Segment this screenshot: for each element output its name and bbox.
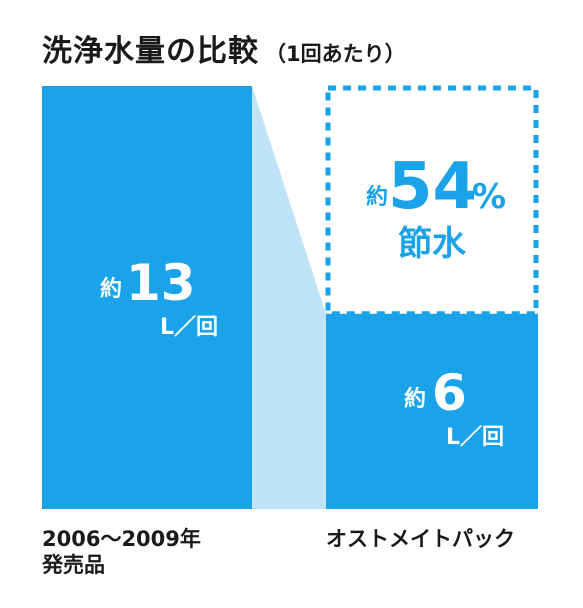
chart-title-main: 洗浄水量の比較	[42, 34, 259, 69]
category-label-old-model-line2: 発売品	[42, 553, 105, 577]
bar-label-old-model-prefix: 約	[100, 276, 122, 302]
savings-value: 54	[388, 150, 477, 224]
bar-label-ostomate-pack-value: 6	[432, 364, 467, 422]
savings-percent: %	[472, 177, 506, 217]
category-label-old-model: 2006〜2009年 発売品	[42, 526, 201, 578]
category-label-old-model-line1: 2006〜2009年	[42, 527, 201, 551]
savings-box	[325, 85, 539, 317]
chart-title-sub: （1回あたり）	[265, 42, 406, 66]
savings-text: 節水	[398, 224, 467, 264]
savings-prefix: 約	[366, 184, 388, 210]
bar-label-ostomate-pack-unit: L／回	[446, 425, 504, 450]
bar-label-ostomate-pack-prefix: 約	[404, 386, 426, 412]
chart-title: 洗浄水量の比較 （1回あたり）	[42, 26, 406, 70]
bar-connector	[252, 86, 326, 509]
bar-ostomate-pack	[326, 313, 538, 509]
category-label-ostomate-pack-line1: オストメイトパック	[326, 527, 515, 551]
bar-old-model	[42, 86, 252, 509]
category-label-ostomate-pack: オストメイトパック	[326, 526, 515, 552]
bar-label-old-model-unit: L／回	[160, 315, 218, 340]
bar-label-old-model-value: 13	[126, 254, 196, 312]
